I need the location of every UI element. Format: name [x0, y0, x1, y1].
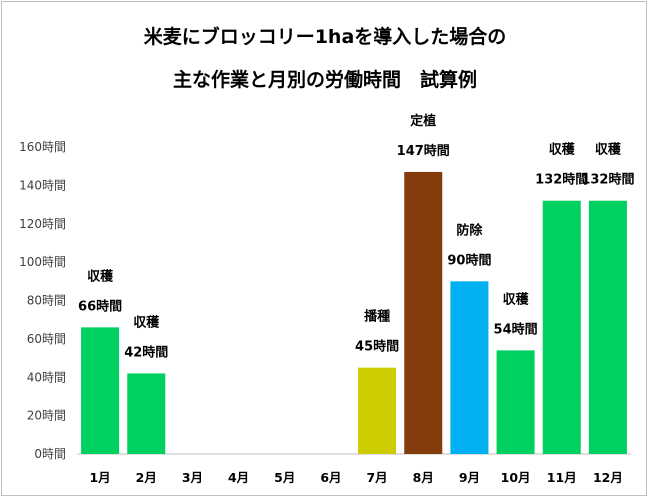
x-tick-label: 8月 — [413, 470, 434, 485]
x-tick-label: 1月 — [89, 470, 110, 485]
y-tick-label: 60時間 — [27, 332, 66, 346]
x-tick-label: 2月 — [136, 470, 157, 485]
chart-title-line2: 主な作業と月別の労働時間 試算例 — [172, 69, 477, 91]
x-tick-label: 3月 — [182, 470, 203, 485]
work-label: 播種 — [364, 309, 390, 325]
work-label: 収穫 — [503, 291, 530, 307]
bar — [496, 350, 535, 454]
x-tick-label: 4月 — [228, 470, 249, 485]
data-label: 54時間 — [494, 321, 538, 337]
bar — [358, 367, 397, 454]
data-label: 42時間 — [124, 344, 168, 360]
y-tick-label: 20時間 — [27, 409, 66, 423]
bar — [542, 200, 581, 454]
data-label: 132時間 — [581, 172, 634, 188]
x-tick-label: 7月 — [366, 470, 387, 485]
data-label: 147時間 — [397, 143, 450, 159]
y-tick-label: 160時間 — [19, 140, 66, 154]
bar — [127, 373, 166, 454]
data-label: 45時間 — [355, 339, 399, 355]
work-label: 収穫 — [87, 268, 114, 284]
y-tick-label: 80時間 — [27, 294, 66, 308]
x-tick-label: 5月 — [274, 470, 295, 485]
x-tick-label: 9月 — [459, 470, 480, 485]
work-label: 収穫 — [549, 142, 576, 158]
data-label: 132時間 — [535, 172, 588, 188]
bar — [588, 200, 627, 454]
data-label: 66時間 — [78, 298, 122, 314]
x-tick-label: 6月 — [320, 470, 341, 485]
data-label: 90時間 — [447, 252, 491, 268]
work-label: 定植 — [409, 113, 436, 129]
work-label: 防除 — [456, 222, 483, 238]
y-tick-label: 100時間 — [19, 255, 66, 269]
bar — [404, 171, 443, 454]
y-tick-label: 40時間 — [27, 370, 66, 384]
bar — [81, 327, 120, 454]
x-tick-label: 10月 — [501, 470, 531, 485]
chart-title-line1: 米麦にブロッコリー1haを導入した場合の — [143, 26, 507, 48]
x-tick-label: 12月 — [593, 470, 623, 485]
x-tick-label: 11月 — [547, 470, 577, 485]
y-tick-label: 0時間 — [34, 447, 66, 461]
bar — [450, 281, 489, 454]
work-label: 収穫 — [595, 142, 622, 158]
y-tick-label: 140時間 — [19, 178, 66, 192]
work-label: 収穫 — [133, 314, 160, 330]
y-tick-label: 120時間 — [19, 217, 66, 231]
